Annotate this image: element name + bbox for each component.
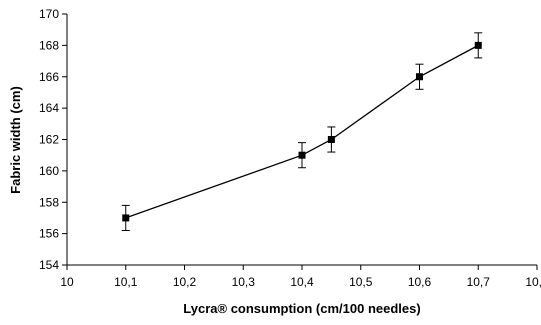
data-point-marker <box>474 41 482 49</box>
x-tick-label: 10,2 <box>173 275 197 289</box>
data-point-marker <box>298 151 306 159</box>
y-tick-label: 170 <box>39 7 59 21</box>
x-tick-label: 10,6 <box>408 275 432 289</box>
data-point-marker <box>416 73 423 81</box>
data-point-marker <box>327 136 335 143</box>
series-line <box>125 44 479 219</box>
y-axis-ticks: 154 156 158 160 162 164 166 168 170 <box>39 7 67 272</box>
y-tick-label: 166 <box>39 70 59 84</box>
x-tick-label: 10,1 <box>114 275 138 289</box>
x-tick-label: 10 <box>60 275 74 289</box>
x-tick-label: 10,8 <box>525 275 541 289</box>
x-axis-ticks: 10 10,1 10,2 10,3 10,4 10,5 10,6 10,7 10,8 <box>60 265 541 289</box>
data-point-marker <box>122 214 130 222</box>
y-tick-label: 164 <box>39 101 59 115</box>
x-tick-label: 10,3 <box>232 275 256 289</box>
y-tick-label: 160 <box>39 164 59 178</box>
x-tick-label: 10,4 <box>290 275 314 289</box>
y-tick-label: 154 <box>39 258 59 272</box>
y-tick-label: 158 <box>39 195 59 209</box>
y-tick-label: 162 <box>39 133 59 147</box>
x-tick-label: 10,7 <box>467 275 491 289</box>
y-tick-label: 156 <box>39 227 59 241</box>
data-series <box>121 32 483 231</box>
y-axis-label: Fabric width (cm) <box>8 86 23 194</box>
y-tick-label: 168 <box>39 38 59 52</box>
x-axis-label: Lycra® consumption (cm/100 needles) <box>183 301 420 316</box>
x-tick-label: 10,5 <box>349 275 373 289</box>
